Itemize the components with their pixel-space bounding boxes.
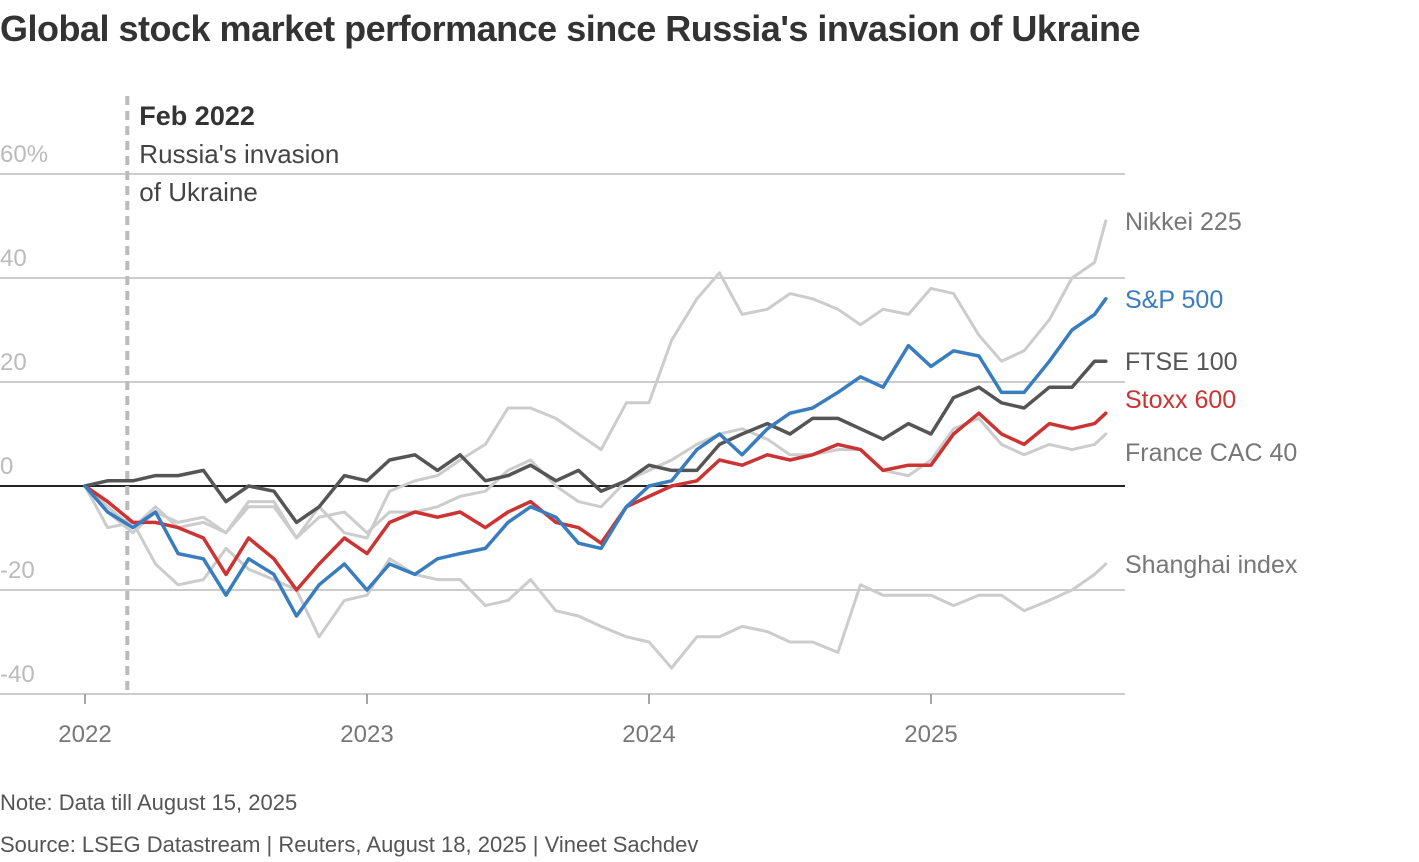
series-line-stoxx: [83, 411, 1108, 592]
annotation-line-1: Russia's invasion: [139, 139, 339, 169]
annotation-title: Feb 2022: [139, 101, 255, 131]
y-tick-label: 40: [0, 245, 27, 272]
series-line-shanghai: [83, 484, 1108, 670]
series-lines: [83, 219, 1108, 670]
x-axis-ticks: 2022 2023 2024 2025: [58, 694, 958, 748]
invasion-annotation: Feb 2022 Russia's invasion of Ukraine: [125, 96, 339, 694]
y-axis-ticks: 60% 40 20 0 -20 -40: [0, 141, 48, 688]
y-tick-label: 0: [0, 453, 13, 480]
series-line-sp500: [83, 297, 1108, 618]
gridlines: [0, 173, 1125, 695]
series-label-shanghai: Shanghai index: [1125, 551, 1298, 579]
chart-note: Note: Data till August 15, 2025: [0, 790, 298, 815]
series-labels: Shanghai index France CAC 40 Nikkei 225 Sto…: [1125, 208, 1298, 579]
series-label-sp500: S&P 500: [1125, 286, 1223, 314]
x-tick-label: 2025: [904, 721, 957, 748]
series-label-ftse: FTSE 100: [1125, 348, 1238, 376]
annotation-line-2: of Ukraine: [139, 177, 257, 207]
y-tick-label: 60%: [0, 141, 48, 168]
series-label-stoxx: Stoxx 600: [1125, 386, 1236, 414]
series-line-ftse: [83, 359, 1108, 525]
series-line-cac: [83, 416, 1108, 540]
x-tick-label: 2023: [340, 721, 393, 748]
x-tick-label: 2022: [58, 721, 111, 748]
chart-title: Global stock market performance since Ru…: [0, 8, 1141, 49]
y-tick-label: -40: [0, 661, 35, 688]
y-tick-label: 20: [0, 349, 27, 376]
series-label-cac: France CAC 40: [1125, 439, 1297, 467]
y-tick-label: -20: [0, 557, 35, 584]
series-line-nikkei: [83, 219, 1108, 540]
series-label-nikkei: Nikkei 225: [1125, 208, 1242, 236]
chart-source: Source: LSEG Datastream | Reuters, Augus…: [0, 832, 699, 857]
x-tick-label: 2024: [622, 721, 675, 748]
